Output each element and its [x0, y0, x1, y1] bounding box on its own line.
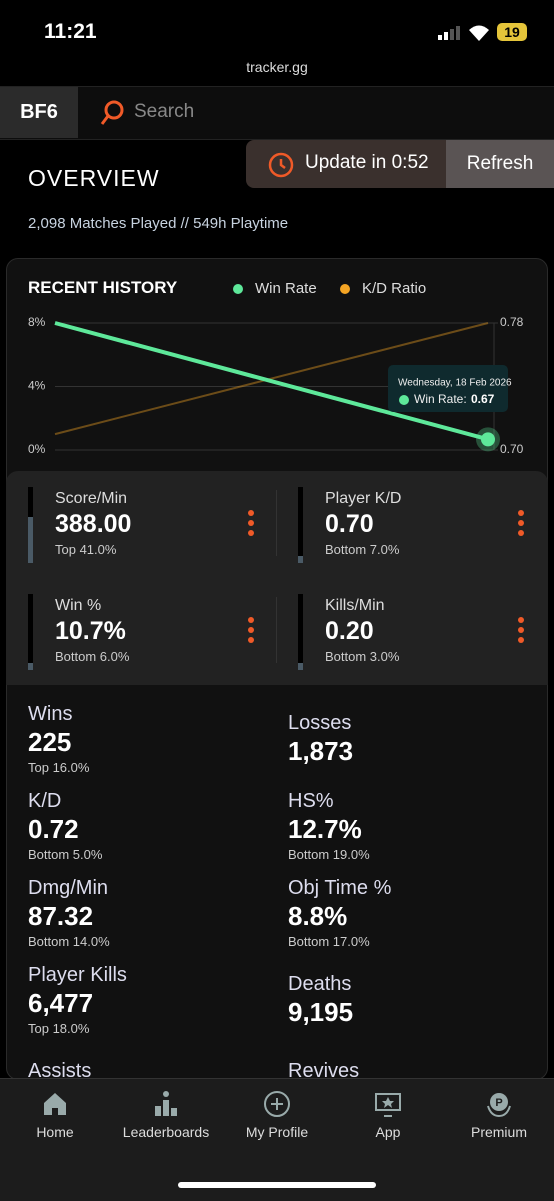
- stat-value: 12.7%: [288, 814, 362, 844]
- chart-title: RECENT HISTORY: [28, 278, 178, 297]
- stat-value: 1,873: [288, 736, 354, 766]
- battery: 19: [497, 23, 527, 41]
- tab-label[interactable]: App: [375, 1124, 401, 1140]
- stat-label: Obj Time %: [288, 877, 392, 899]
- more-button[interactable]: [248, 509, 254, 539]
- stat-value: 10.7%: [55, 617, 126, 645]
- featured-panel: [6, 471, 548, 685]
- search-input[interactable]: Search: [134, 101, 195, 122]
- home-indicator: [178, 1182, 376, 1188]
- stat-value: 0.20: [325, 617, 374, 645]
- stat-label: Player Kills: [28, 964, 127, 986]
- more-button[interactable]: [518, 509, 524, 539]
- stat-rank: Bottom 19.0%: [288, 847, 370, 862]
- tooltip-value: 0.67: [471, 392, 495, 406]
- tab-icon[interactable]: P: [485, 1090, 513, 1118]
- stat-rank: Bottom 14.0%: [28, 934, 110, 949]
- stat-rank: Top 41.0%: [55, 542, 117, 557]
- signal-icon: [438, 26, 462, 40]
- stat-label: K/D: [28, 790, 62, 812]
- stat-label: Revives: [288, 1060, 360, 1082]
- y2-tick-label: 0.78: [500, 315, 524, 329]
- stat-bar-fill: [298, 663, 303, 670]
- tab-label[interactable]: Leaderboards: [122, 1124, 210, 1140]
- stat-rank: Bottom 6.0%: [55, 649, 130, 664]
- tab-label[interactable]: Premium: [470, 1124, 527, 1140]
- stat-label: Deaths: [288, 973, 352, 995]
- chart: Win Rate K/D Ratio 0% 4% 8% 0.70 0.78 Wednesday…: [28, 280, 524, 456]
- overview-title: OVERVIEW: [28, 165, 160, 191]
- stat-value: 0.72: [28, 814, 79, 844]
- stat-label: Win %: [55, 597, 102, 614]
- tab-icon[interactable]: [41, 1090, 69, 1118]
- stat-value: 6,477: [28, 988, 94, 1018]
- tooltip: [388, 365, 508, 412]
- more-button[interactable]: [518, 616, 524, 646]
- y-tick-label: 4%: [28, 379, 46, 393]
- tab-label[interactable]: My Profile: [245, 1124, 309, 1140]
- tooltip-swatch: [399, 395, 409, 405]
- overview-subtitle: 2,098 Matches Played // 549h Playtime: [28, 215, 289, 232]
- stat-rank: Bottom 7.0%: [325, 542, 400, 557]
- stat-label: Score/Min: [55, 490, 128, 507]
- stat-rank: Bottom 5.0%: [28, 847, 103, 862]
- stat-bar-track: [298, 594, 303, 670]
- url[interactable]: tracker.gg: [246, 59, 308, 75]
- stat-label: Wins: [28, 703, 73, 725]
- stat-label: Losses: [288, 712, 352, 734]
- more-button[interactable]: [248, 616, 254, 646]
- stat-value: 8.8%: [288, 901, 348, 931]
- legend-swatch: [340, 284, 350, 294]
- stat-value: 87.32: [28, 901, 94, 931]
- stat-value: 0.70: [325, 510, 374, 538]
- y-tick-label: 8%: [28, 315, 46, 329]
- series-line: [54, 322, 489, 436]
- y-tick-label: 0%: [28, 442, 46, 456]
- divider: [276, 597, 277, 663]
- stat-label: Kills/Min: [325, 597, 385, 614]
- tooltip-label: Win Rate:: [414, 392, 467, 406]
- data-point: [481, 432, 495, 447]
- stat-rank: Bottom 3.0%: [325, 649, 400, 664]
- tab-label[interactable]: Home: [36, 1124, 74, 1140]
- stat-bar-track: [28, 594, 33, 670]
- stat-value: 9,195: [288, 997, 354, 1027]
- stat-label: Dmg/Min: [28, 877, 109, 899]
- wifi-icon: [468, 24, 490, 47]
- update-text: Update in 0:52: [305, 152, 429, 173]
- refresh-button[interactable]: Refresh: [446, 140, 554, 188]
- tooltip-date: Wednesday, 18 Feb 2026: [398, 378, 512, 389]
- stat-bar-fill: [298, 556, 303, 563]
- stat-rank: Top 18.0%: [28, 1021, 90, 1036]
- nav-bar: [0, 86, 554, 140]
- stat-bar-fill: [28, 517, 33, 563]
- timer-icon: [266, 150, 296, 185]
- svg-text:P: P: [495, 1097, 502, 1109]
- tab-icon[interactable]: [152, 1090, 180, 1118]
- tab-icon[interactable]: [374, 1090, 402, 1118]
- divider: [276, 490, 277, 556]
- series-line: [54, 321, 489, 442]
- stat-value: 225: [28, 727, 72, 757]
- stat-label: HS%: [288, 790, 334, 812]
- legend-label: K/D Ratio: [362, 280, 426, 297]
- tab-icon[interactable]: [263, 1090, 291, 1118]
- y2-tick-label: 0.70: [500, 442, 524, 456]
- stat-rank: Bottom 17.0%: [288, 934, 370, 949]
- search-icon[interactable]: [100, 99, 126, 132]
- stat-rank: Top 16.0%: [28, 760, 90, 775]
- legend-swatch: [233, 284, 243, 294]
- logo[interactable]: BF6: [0, 87, 78, 138]
- stat-label: Player K/D: [325, 490, 402, 507]
- clock: 11:21: [44, 20, 97, 43]
- stat-bar-fill: [28, 663, 33, 670]
- legend-label: Win Rate: [255, 280, 317, 297]
- stat-value: 388.00: [55, 510, 132, 538]
- stat-label: Assists: [28, 1060, 92, 1082]
- stat-bar-track: [298, 487, 303, 563]
